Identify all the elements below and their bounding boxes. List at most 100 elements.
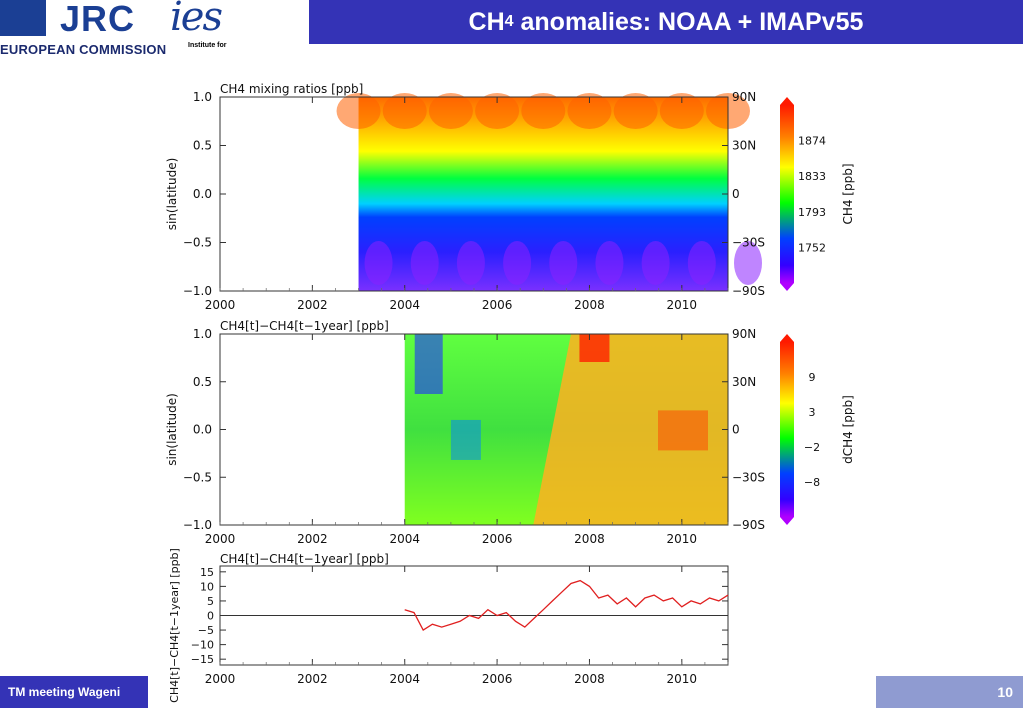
- x-tick-label: 2008: [574, 298, 605, 312]
- x-tick-label: 2008: [574, 672, 605, 686]
- seasonal-max-nh: [475, 93, 520, 129]
- seasonal-min-sh: [410, 241, 439, 285]
- y-tick-label: 10: [200, 580, 214, 593]
- y-tick-label: −0.5: [183, 470, 212, 484]
- colorbar-label: dCH4 [ppb]: [841, 395, 855, 464]
- y-tick-label: 0: [207, 610, 214, 623]
- seasonal-max-nh: [336, 93, 381, 129]
- lat-tick-label: −30S: [732, 236, 765, 250]
- colorbar-tick-label: 1833: [798, 170, 826, 183]
- colorbar-top-arrow: [780, 334, 794, 342]
- x-tick-label: 2004: [389, 298, 420, 312]
- x-tick-label: 2002: [297, 298, 328, 312]
- y-tick-label: −0.5: [183, 236, 212, 250]
- lat-tick-label: 90N: [732, 327, 756, 341]
- x-tick-label: 2010: [667, 672, 698, 686]
- seasonal-max-nh: [521, 93, 566, 129]
- seasonal-min-sh: [364, 241, 393, 285]
- x-tick-label: 2010: [667, 298, 698, 312]
- panel-ch4-anomaly-map: CH4[t]−CH4[t−1year] [ppb] 1.0 0.5 0.0 −0.5 −1…: [165, 319, 855, 546]
- x-tick-label: 2006: [482, 672, 513, 686]
- negative-anomaly: [414, 334, 443, 394]
- x-tick-label: 2000: [205, 672, 236, 686]
- positive-anomaly-region: [533, 334, 728, 525]
- seasonal-max-nh: [382, 93, 427, 129]
- y-tick-label: −5: [198, 624, 214, 637]
- x-tick-label: 2006: [482, 298, 513, 312]
- y-tick-label: 0.0: [193, 423, 212, 437]
- ies-subtitle: Institute for: [188, 42, 227, 49]
- seasonal-max-nh: [613, 93, 658, 129]
- anomaly-series-line: [404, 579, 729, 632]
- seasonal-min-sh: [687, 241, 716, 285]
- colorbar: [780, 105, 794, 283]
- y-axis-label: sin(latitude): [165, 393, 179, 466]
- panel-title: CH4[t]−CH4[t−1year] [ppb]: [220, 319, 389, 333]
- lat-tick-label: 0: [732, 187, 740, 201]
- colorbar-label: CH4 [ppb]: [841, 163, 855, 224]
- x-tick-label: 2002: [297, 532, 328, 546]
- negative-anomaly: [450, 419, 481, 460]
- panel-title: CH4[t]−CH4[t−1year] [ppb]: [220, 552, 389, 566]
- lat-tick-label: 30N: [732, 139, 756, 153]
- y-tick-label: −1.0: [183, 518, 212, 532]
- lat-tick-label: 0: [732, 423, 740, 437]
- european-commission-label: EUROPEAN COMMISSION: [0, 42, 167, 57]
- lat-tick-label: −30S: [732, 470, 765, 484]
- seasonal-min-sh: [456, 241, 485, 285]
- seasonal-min-sh: [595, 241, 624, 285]
- colorbar-tick-label: 3: [809, 406, 816, 419]
- panel-ch4-mixing-ratios: CH4 mixing ratios [ppb] 1.0 0.5 0.0 −0.5 −1.0…: [165, 82, 855, 312]
- title-main: CH: [468, 7, 505, 36]
- positive-anomaly: [658, 410, 708, 451]
- seasonal-min-sh: [549, 241, 578, 285]
- seasonal-max-nh: [567, 93, 612, 129]
- y-tick-label: 0.5: [193, 375, 212, 389]
- x-tick-label: 2000: [205, 298, 236, 312]
- footer-meeting-label: TM meeting Wageni: [0, 676, 148, 708]
- colorbar-tick-label: −2: [804, 441, 820, 454]
- seasonal-max-nh: [659, 93, 704, 129]
- lat-tick-label: 30N: [732, 375, 756, 389]
- x-tick-label: 2008: [574, 532, 605, 546]
- x-tick-label: 2004: [389, 672, 420, 686]
- y-tick-label: 0.5: [193, 139, 212, 153]
- x-tick-label: 2010: [667, 532, 698, 546]
- y-tick-label: 5: [207, 595, 214, 608]
- anomaly-peak: [579, 334, 610, 362]
- y-axis-label: CH4[t]−CH4[t−1year] [ppb]: [168, 548, 181, 703]
- lat-tick-label: −90S: [732, 284, 765, 298]
- y-tick-label: −1.0: [183, 284, 212, 298]
- jrc-logo: JRC: [60, 0, 136, 39]
- eu-flag-icon: [0, 0, 46, 36]
- seasonal-max-nh: [428, 93, 473, 129]
- colorbar-bottom-arrow: [780, 517, 794, 525]
- y-tick-label: 0.0: [193, 187, 212, 201]
- colorbar-bottom-arrow: [780, 283, 794, 291]
- colorbar-tick-label: 9: [809, 371, 816, 384]
- panel-title: CH4 mixing ratios [ppb]: [220, 82, 363, 96]
- colorbar-top-arrow: [780, 97, 794, 105]
- x-tick-label: 2000: [205, 532, 236, 546]
- y-tick-label: 15: [200, 566, 214, 579]
- x-tick-label: 2002: [297, 672, 328, 686]
- page-number: 10: [876, 676, 1023, 708]
- colorbar-tick-label: −8: [804, 476, 820, 489]
- title-subscript: 4: [504, 13, 514, 30]
- colorbar-tick-label: 1874: [798, 135, 826, 148]
- lat-tick-label: −90S: [732, 518, 765, 532]
- slide-title: CH 4 anomalies: NOAA + IMAPv55: [309, 0, 1023, 44]
- y-tick-label: −10: [191, 639, 214, 652]
- logo-area: JRC EUROPEAN COMMISSION ies Institute fo…: [0, 0, 300, 60]
- ies-logo: ies: [170, 0, 223, 40]
- y-tick-label: 1.0: [193, 327, 212, 341]
- x-tick-label: 2006: [482, 532, 513, 546]
- lat-tick-label: 90N: [732, 90, 756, 104]
- x-tick-label: 2004: [389, 532, 420, 546]
- title-rest: anomalies: NOAA + IMAPv55: [513, 7, 864, 36]
- colorbar-tick-label: 1793: [798, 206, 826, 219]
- seasonal-min-sh: [641, 241, 670, 285]
- y-tick-label: −15: [191, 653, 214, 666]
